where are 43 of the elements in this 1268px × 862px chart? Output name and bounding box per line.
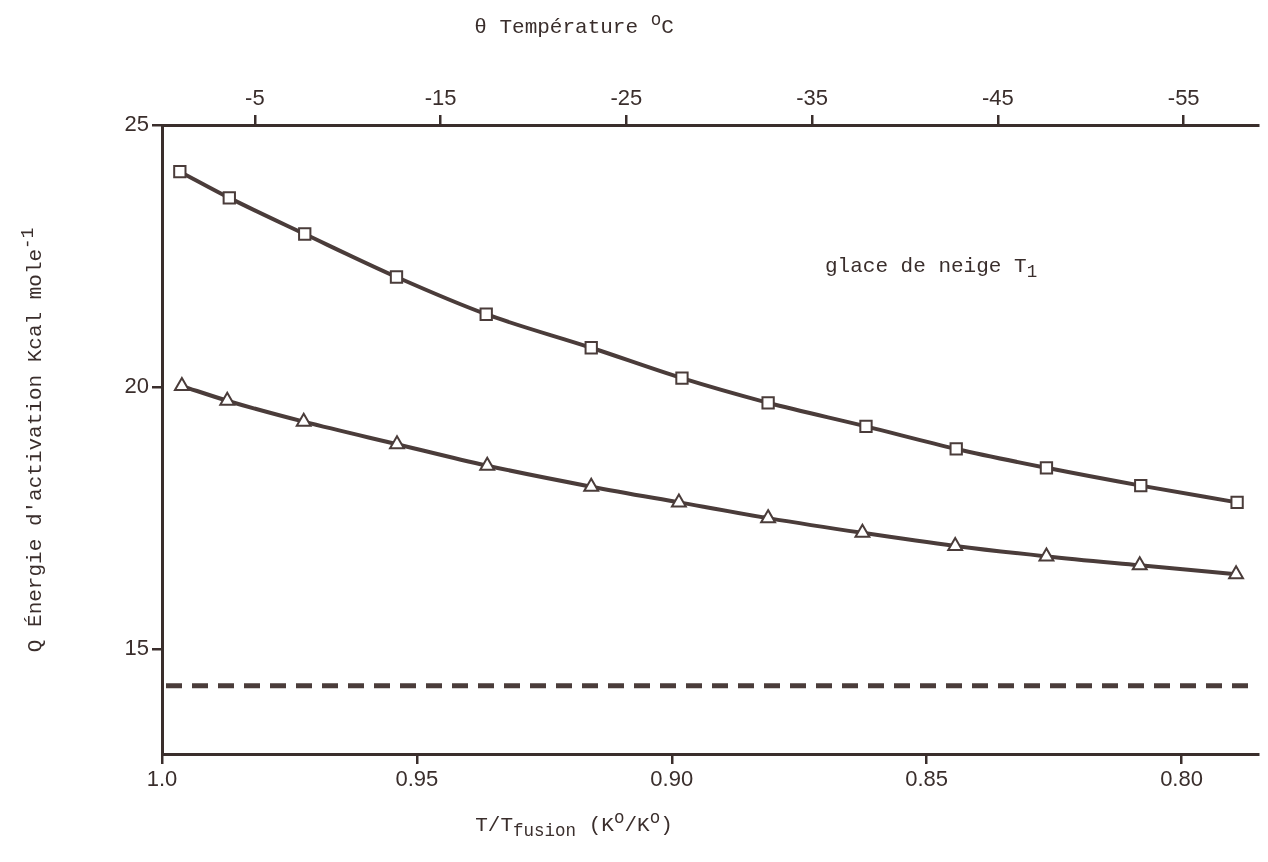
point [298, 227, 312, 241]
x-tick-label: 0.80 [1160, 766, 1203, 792]
point [675, 371, 689, 385]
point [389, 270, 404, 284]
point [583, 477, 600, 492]
point [173, 164, 187, 179]
x-tick-label: 0.85 [905, 766, 949, 792]
point [854, 523, 871, 538]
point [479, 307, 493, 321]
point [1230, 495, 1244, 510]
point [760, 509, 777, 524]
point [1039, 461, 1054, 475]
point [670, 493, 687, 508]
point [947, 536, 964, 551]
point [1038, 547, 1055, 562]
point [1134, 478, 1148, 493]
x2-tick-label: -45 [982, 84, 1014, 110]
point [222, 191, 236, 205]
x2-axis-title: θ Température $^{o}$C [473, 10, 675, 39]
point [761, 396, 775, 410]
y-tick-label: 20 [124, 373, 149, 399]
x-tick-label: 1.0 [146, 766, 178, 792]
x-axis-title: T/T$_{fusion}$ (K$^{o}$/K$^{o}$) [474, 808, 674, 842]
point [584, 341, 598, 355]
x2-tick-label: -15 [424, 84, 457, 110]
x2-tick-label: -5 [245, 84, 265, 110]
x2-tick-label: -25 [610, 84, 643, 110]
y-tick-label: 25 [124, 111, 149, 137]
point [1228, 565, 1245, 580]
point [949, 442, 963, 456]
x-tick-label: 0.95 [395, 766, 439, 792]
annotation: glace de neige T$_{1}$ [825, 255, 1038, 283]
x-tick-label: 0.90 [650, 766, 694, 792]
point [1131, 556, 1148, 571]
point [295, 412, 312, 427]
x2-tick-label: -35 [796, 84, 829, 110]
x2-tick-label: -55 [1167, 84, 1200, 110]
point [389, 435, 405, 450]
point [173, 377, 190, 392]
y-tick-label: 15 [124, 635, 149, 661]
point [219, 391, 236, 406]
point [479, 456, 496, 471]
point [859, 419, 873, 434]
